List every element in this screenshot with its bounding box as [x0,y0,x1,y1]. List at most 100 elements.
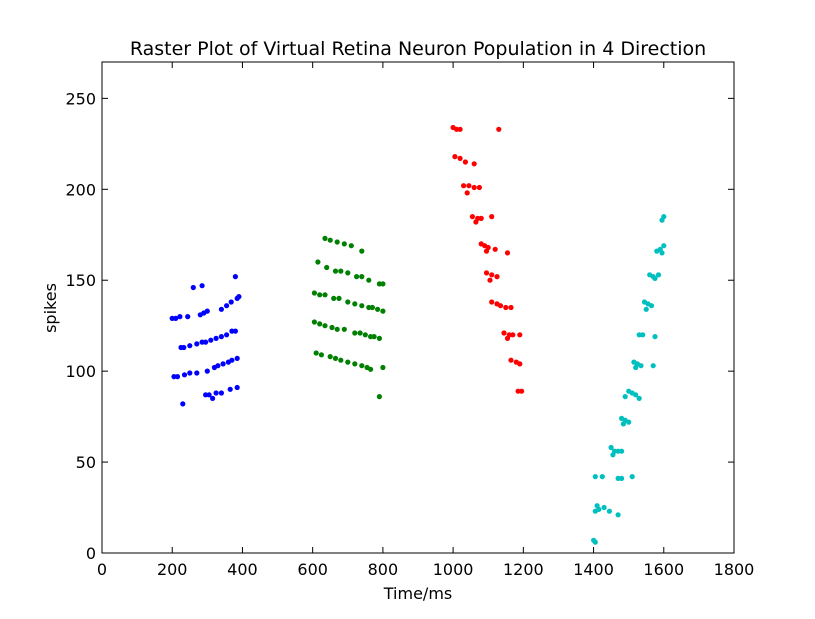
spike-point [177,314,183,320]
spike-point [203,339,209,345]
spike-point [504,250,511,256]
spike-point [508,304,514,311]
spike-point [452,154,458,160]
spike-point [352,301,358,307]
spike-point [652,334,658,340]
spike-point [199,283,205,289]
spike-point [492,246,498,252]
spike-point [503,304,509,311]
series-2 [311,235,386,400]
spike-point [204,368,210,374]
chart-title: Raster Plot of Virtual Retina Neuron Pop… [130,38,706,60]
spike-point [473,219,479,225]
spike-point [517,332,523,338]
spike-point [650,363,656,369]
spike-point [173,315,179,321]
spike-point [510,332,516,338]
spike-point [227,386,233,392]
spike-point [345,270,351,276]
series-1 [169,274,242,407]
spike-point [380,364,386,371]
x-tick-label: 1400 [573,560,614,579]
spike-point [471,184,477,191]
spike-point [457,155,463,161]
spike-point [596,506,602,512]
y-tick-label: 200 [65,180,96,199]
spike-point [376,335,382,341]
spike-point [368,366,374,372]
spike-point [620,421,627,427]
spike-point [629,474,635,480]
spike-point [208,337,214,343]
spike-point [341,326,347,332]
y-tick-label: 0 [86,544,96,563]
data-points [169,124,667,545]
spike-point [608,444,614,451]
spike-point [348,243,354,249]
spike-point [215,363,221,369]
spike-point [592,539,598,545]
spike-point [504,335,511,341]
spike-point [332,268,339,274]
spike-point [311,319,317,325]
spike-point [218,306,224,312]
y-tick-label: 100 [65,362,96,381]
spike-point [218,334,224,340]
spike-point [366,304,372,311]
spike-point [652,275,658,281]
spike-point [466,183,472,189]
spike-point [345,359,351,365]
spike-point [327,237,333,243]
x-tick-label: 800 [368,560,399,579]
spike-point [315,259,321,265]
spike-point [489,299,495,305]
spike-point [341,241,347,247]
spike-point [352,330,358,336]
spike-point [338,268,344,274]
spike-point [496,126,502,132]
spike-point [659,250,665,256]
spike-point [224,332,230,338]
spike-point [478,215,484,221]
spike-point [622,394,628,400]
spike-point [210,395,216,401]
spike-point [236,294,242,300]
spike-point [508,357,514,363]
spike-point [232,328,238,334]
spike-point [626,419,632,425]
spike-point [329,324,335,331]
x-axis-title: Time/ms [383,584,452,603]
spike-point [483,270,490,276]
spike-point [610,452,616,458]
spike-point [483,248,490,254]
spike-point [619,448,625,454]
spike-point [633,392,639,398]
spike-point [606,508,613,514]
spike-point [232,274,238,280]
spike-point [376,394,382,400]
spike-point [317,321,323,327]
x-tick-label: 0 [97,560,107,579]
spike-point [371,334,377,340]
plot-frame [101,61,735,554]
spike-point [224,303,230,309]
spike-point [359,303,365,309]
spike-point [206,392,212,398]
spike-point [359,248,365,254]
spike-point [659,217,665,223]
spike-point [517,361,523,367]
spike-point [185,314,191,320]
x-tick-label: 1600 [643,560,684,579]
spike-point [338,357,344,363]
spike-point [636,395,642,401]
spike-point [638,363,644,369]
spike-point [380,308,386,314]
spike-point [187,370,193,376]
spike-point [213,335,219,341]
spike-point [497,303,504,309]
spike-point [469,214,475,220]
x-tick-label: 1000 [433,560,474,579]
series-3 [450,124,525,394]
spike-point [633,364,639,371]
